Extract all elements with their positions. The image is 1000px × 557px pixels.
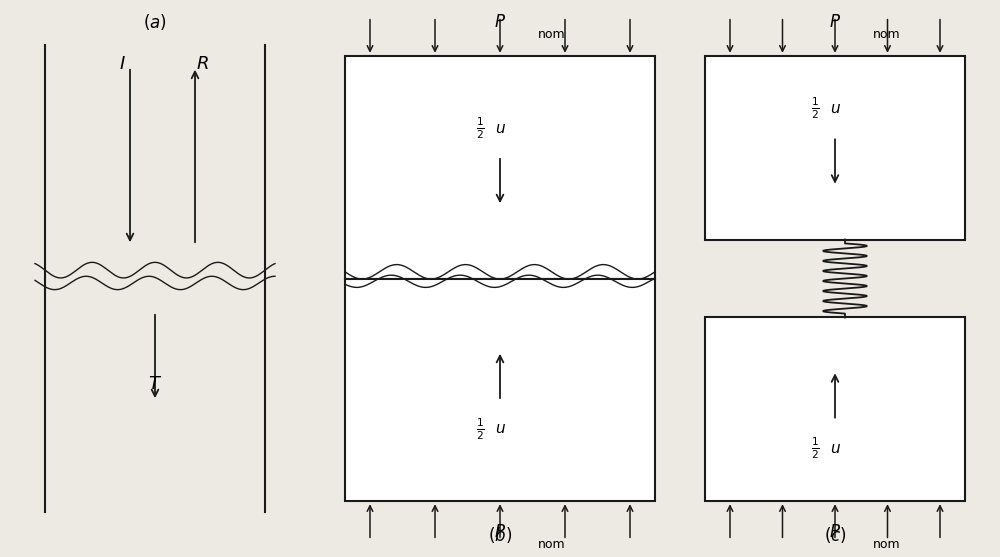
Text: nom: nom — [873, 538, 901, 551]
Text: $u$: $u$ — [495, 121, 506, 135]
Text: $(a)$: $(a)$ — [143, 12, 167, 32]
Text: $u$: $u$ — [830, 101, 841, 116]
FancyBboxPatch shape — [705, 317, 965, 501]
Text: $R$: $R$ — [196, 55, 208, 73]
Text: $T$: $T$ — [148, 375, 162, 393]
Text: $P$: $P$ — [829, 13, 841, 31]
Text: $\frac{1}{2}$: $\frac{1}{2}$ — [811, 436, 820, 461]
Text: $\frac{1}{2}$: $\frac{1}{2}$ — [476, 115, 485, 141]
Text: nom: nom — [873, 28, 901, 41]
Text: $(b)$: $(b)$ — [488, 525, 512, 545]
FancyBboxPatch shape — [705, 56, 965, 240]
Text: $P$: $P$ — [829, 523, 841, 541]
Text: $I$: $I$ — [119, 55, 125, 73]
Text: $(c)$: $(c)$ — [824, 525, 846, 545]
Text: $u$: $u$ — [830, 441, 841, 456]
FancyBboxPatch shape — [345, 278, 655, 501]
Text: $\frac{1}{2}$: $\frac{1}{2}$ — [476, 416, 485, 442]
Text: $\frac{1}{2}$: $\frac{1}{2}$ — [811, 96, 820, 121]
Text: nom: nom — [538, 538, 566, 551]
Text: nom: nom — [538, 28, 566, 41]
Text: $u$: $u$ — [495, 422, 506, 436]
Text: $P$: $P$ — [494, 523, 506, 541]
FancyBboxPatch shape — [345, 56, 655, 278]
Text: $P$: $P$ — [494, 13, 506, 31]
